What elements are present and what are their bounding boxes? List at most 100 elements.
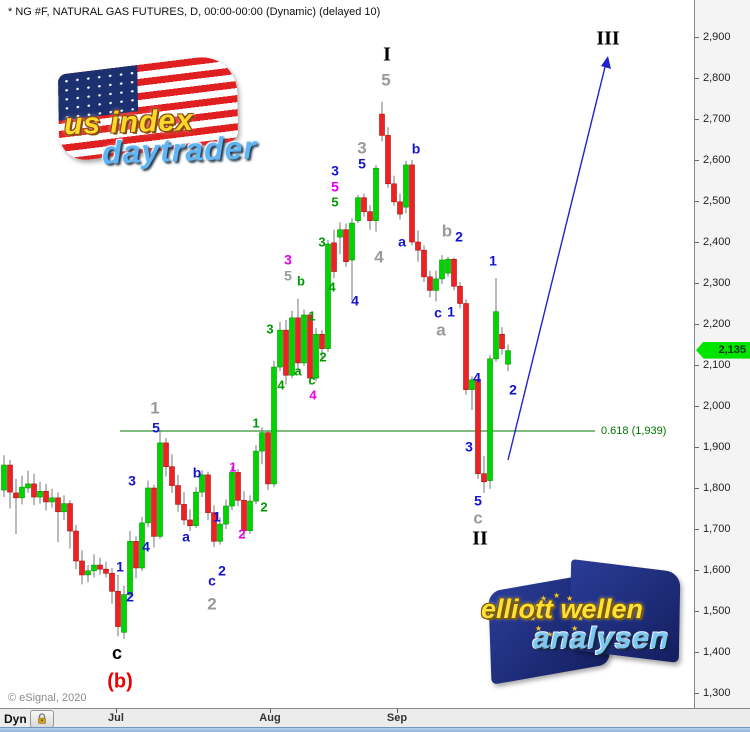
fib-level-label: 0.618 (1,939)	[601, 425, 666, 437]
us-logo-text-line2: daytrader	[101, 129, 258, 171]
price-tick	[695, 160, 699, 161]
eu-star-icon: ★	[531, 602, 539, 612]
wave-label-gray-5: 5	[284, 268, 292, 284]
candle-down	[43, 490, 49, 503]
current-price-badge: 2,135	[696, 341, 750, 359]
candle-down	[211, 512, 217, 542]
candle-up	[505, 350, 511, 365]
wave-label-green-2: 2	[260, 499, 267, 514]
candle-down	[427, 276, 433, 291]
candle-up	[439, 259, 445, 280]
wave-label-blue-a: a	[182, 529, 190, 545]
candle-down	[187, 519, 193, 527]
price-tick	[695, 242, 699, 243]
wave-label-black-III: III	[596, 28, 620, 50]
eu-logo-text-line2: analysen	[533, 622, 670, 655]
wave-label-blue-c: c	[434, 305, 442, 321]
candle-down	[205, 474, 211, 513]
candle-down	[73, 530, 79, 562]
price-chart[interactable]: 0.618 (1,939)IIIIIIc(b)534bac12553412ab1…	[0, 0, 694, 708]
candle-down	[97, 564, 103, 570]
candle-down	[181, 504, 187, 521]
candle-up	[253, 450, 259, 502]
price-tick	[695, 447, 699, 448]
candle-down	[457, 285, 463, 304]
lock-icon	[38, 713, 46, 724]
price-label: 2,100	[703, 359, 731, 371]
candle-up	[91, 564, 97, 572]
candle-up	[469, 379, 475, 390]
candle-up	[403, 164, 409, 208]
wave-label-green-a: a	[294, 363, 302, 378]
wave-label-blue-3: 3	[465, 439, 473, 455]
wave-label-gray-4: 4	[374, 247, 384, 266]
wave-label-magenta-4: 4	[309, 387, 317, 402]
wave-label-red-(b): (b)	[107, 670, 133, 692]
price-label: 1,700	[703, 523, 731, 535]
wave-label-gray-a: a	[436, 320, 446, 339]
eu-star-icon: ★	[576, 613, 584, 623]
candle-down	[283, 329, 289, 376]
candle-down	[463, 303, 469, 390]
price-label: 2,000	[703, 400, 731, 412]
price-tick	[695, 324, 699, 325]
symbol-title: * NG #F, NATURAL GAS FUTURES, D, 00:00-0…	[8, 6, 381, 18]
time-label-aug: Aug	[259, 712, 281, 724]
candle-down	[475, 379, 481, 474]
candle-up	[145, 487, 151, 524]
candle-up	[337, 229, 343, 238]
wave-label-blue-4: 4	[351, 293, 359, 309]
wave-label-blue-4: 4	[473, 370, 481, 386]
wave-label-green-1: 1	[252, 415, 259, 430]
wave-label-gray-c: c	[473, 508, 482, 527]
price-label: 1,800	[703, 482, 731, 494]
candle-down	[499, 333, 505, 349]
wave-label-green-2: 2	[319, 349, 326, 364]
projection-arrow-line[interactable]	[507, 66, 606, 461]
wave-label-blue-2: 2	[126, 589, 134, 605]
candle-down	[451, 258, 457, 287]
eu-star-icon: ★	[553, 591, 561, 600]
price-label: 2,500	[703, 195, 731, 207]
price-axis[interactable]: 2,900 2,800 2,700 2,600 2,500 2,400 2,300 2,200…	[694, 0, 750, 708]
time-axis[interactable]: Dyn Jul Aug Sep	[0, 708, 750, 728]
wave-label-blue-2: 2	[455, 229, 463, 245]
price-tick	[695, 37, 699, 38]
eu-star-icon: ★	[534, 624, 543, 634]
lock-scale-button[interactable]	[30, 710, 54, 728]
candle-down	[391, 183, 397, 203]
wave-label-green-c: c	[308, 372, 315, 387]
candle-up	[199, 474, 205, 493]
us-index-daytrader-logo: us index daytrader	[50, 52, 295, 171]
candle-down	[7, 464, 13, 493]
candle-up	[271, 366, 277, 485]
candle-up	[49, 497, 55, 503]
plot-area[interactable]: 0.618 (1,939) I II III c (b) 5 3 4 b a c 1 2 5 5 3 4 1 2 a b 1…	[0, 0, 694, 708]
eu-logo-text-line1: elliott wellen	[481, 594, 644, 624]
price-tick	[695, 652, 699, 653]
candle-up	[121, 594, 127, 633]
wave-label-blue-b: b	[412, 141, 421, 157]
wave-label-green-b: b	[297, 273, 305, 288]
price-tick	[695, 611, 699, 612]
candle-down	[481, 473, 487, 483]
price-tick	[695, 693, 699, 694]
wave-label-black-II: II	[472, 528, 488, 550]
wave-label-blue-3: 3	[331, 163, 339, 179]
candle-up	[25, 483, 31, 489]
candle-up	[223, 505, 229, 525]
candle-down	[133, 540, 139, 569]
wave-label-green-4: 4	[277, 377, 285, 392]
bottom-scrollbar-strip[interactable]	[0, 727, 750, 732]
wave-label-blue-1: 1	[489, 253, 497, 269]
wave-label-green-3: 3	[266, 321, 273, 336]
candle-down	[151, 487, 157, 537]
wave-label-blue-1: 1	[213, 509, 221, 525]
candle-down	[31, 483, 37, 498]
candle-down	[397, 201, 403, 215]
candle-up	[193, 491, 199, 527]
wave-label-blue-3: 3	[128, 473, 136, 489]
candle-up	[19, 486, 25, 499]
